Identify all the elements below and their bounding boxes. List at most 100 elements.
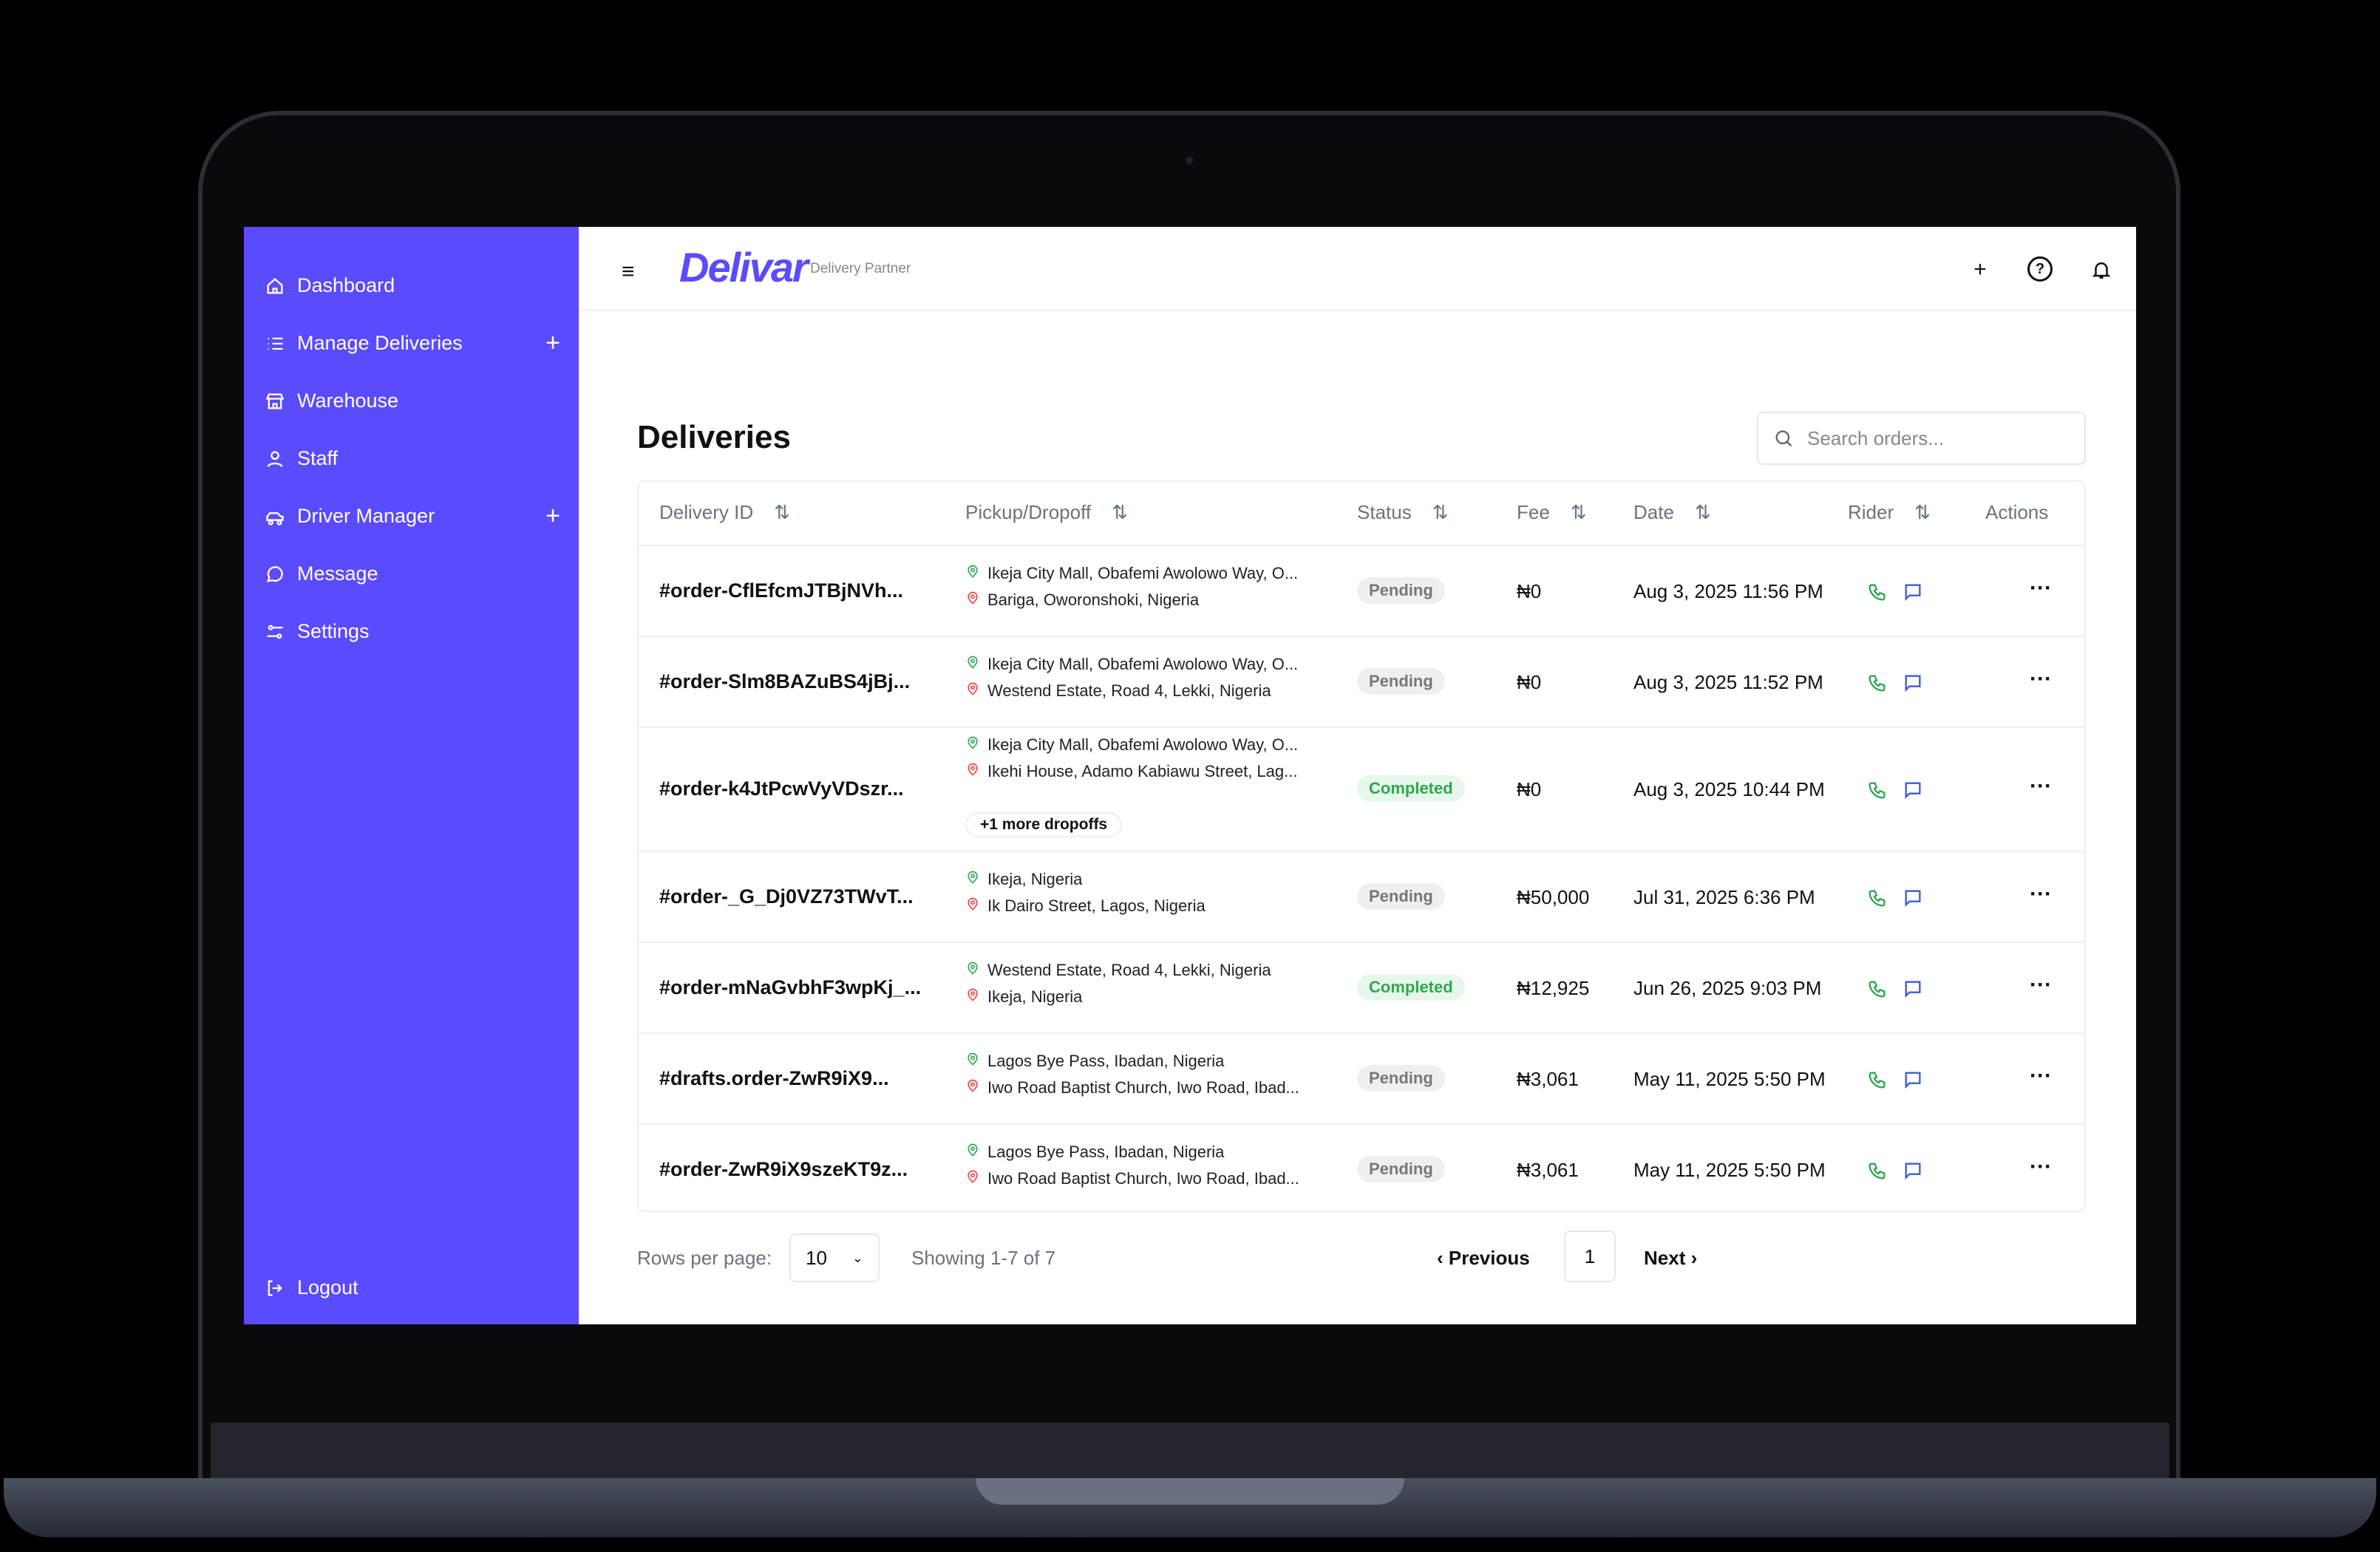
date: Aug 3, 2025 11:56 PM	[1633, 579, 1823, 602]
more-actions-icon[interactable]: ···	[2030, 1063, 2052, 1088]
add-icon[interactable]: +	[1973, 257, 1987, 282]
rows-per-page-select[interactable]: 10 ⌄	[789, 1233, 880, 1282]
sidebar-item-manage-deliveries[interactable]: Manage Deliveries +	[265, 329, 560, 357]
help-icon[interactable]: ?	[2027, 256, 2053, 282]
pickup-pin-icon	[965, 1052, 987, 1071]
sidebar-item-staff[interactable]: Staff	[265, 447, 560, 470]
chat-icon[interactable]	[1903, 1069, 1923, 1090]
chat-icon[interactable]	[1903, 978, 1923, 999]
phone-icon[interactable]	[1867, 1160, 1888, 1181]
sidebar-item-dashboard[interactable]: Dashboard	[265, 274, 560, 297]
bell-icon[interactable]	[2087, 255, 2116, 285]
sort-icon[interactable]: ⇅	[1914, 501, 1931, 523]
phone-icon[interactable]	[1867, 978, 1888, 999]
previous-label: Previous	[1448, 1247, 1530, 1269]
chat-icon[interactable]	[1903, 1160, 1923, 1181]
phone-icon[interactable]	[1867, 780, 1888, 800]
top-header: ≡ Delivar Delivery Partner + ? U	[579, 227, 2136, 311]
column-header-date[interactable]: Date ⇅	[1633, 501, 1711, 524]
search-input[interactable]: Search orders...	[1757, 412, 2086, 465]
dropoff-location: Westend Estate, Road 4, Lekki, Nigeria	[965, 681, 1271, 701]
more-actions-icon[interactable]: ···	[2030, 881, 2052, 906]
phone-icon[interactable]	[1867, 888, 1888, 908]
sidebar-item-settings[interactable]: Settings	[265, 620, 560, 643]
sidebar-item-warehouse[interactable]: Warehouse	[265, 389, 560, 412]
chat-icon[interactable]	[1903, 582, 1923, 602]
chevron-down-icon: ⌄	[851, 1250, 863, 1265]
table-row[interactable]: #order-mNaGvbhF3wpKj_... Westend Estate,…	[639, 943, 2084, 1034]
logo-subtitle: Delivery Partner	[810, 261, 911, 276]
more-actions-icon[interactable]: ···	[2030, 972, 2052, 997]
column-header-rider[interactable]: Rider ⇅	[1848, 501, 1931, 524]
delivery-id[interactable]: #order-_G_Dj0VZ73TWvT...	[659, 885, 914, 908]
table-row[interactable]: #order-Slm8BAZuBS4jBj... Ikeja City Mall…	[639, 637, 2084, 728]
status-badge: Completed	[1357, 973, 1465, 1001]
phone-icon[interactable]	[1867, 1069, 1888, 1090]
column-header-status[interactable]: Status ⇅	[1357, 501, 1449, 524]
more-actions-icon[interactable]: ···	[2030, 774, 2052, 798]
phone-icon[interactable]	[1867, 673, 1888, 693]
column-header-delivery-id[interactable]: Delivery ID ⇅	[659, 501, 790, 524]
chat-icon[interactable]	[1903, 780, 1923, 800]
sidebar-item-driver-manager[interactable]: Driver Manager +	[265, 502, 560, 530]
sidebar-item-label: Staff	[297, 447, 339, 469]
rider-actions	[1867, 582, 1923, 602]
pickup-pin-icon	[965, 564, 987, 583]
pickup-pin-icon	[965, 1143, 987, 1162]
sort-icon[interactable]: ⇅	[774, 501, 790, 523]
table-row[interactable]: #order-_G_Dj0VZ73TWvT... Ikeja, Nigeria …	[639, 852, 2084, 943]
previous-button[interactable]: ‹ Previous	[1437, 1247, 1530, 1270]
page-number-button[interactable]: 1	[1564, 1231, 1616, 1282]
chat-icon[interactable]	[1903, 673, 1923, 693]
table-row[interactable]: #order-CflEfcmJTBjNVh... Ikeja City Mall…	[639, 546, 2084, 637]
search-icon	[1775, 430, 1792, 447]
dropoff-location: Iwo Road Baptist Church, Iwo Road, Ibad.…	[965, 1078, 1299, 1097]
chat-icon[interactable]	[1903, 888, 1923, 908]
sidebar: Logout Dashboard Manage Deliveries + Wareho…	[244, 227, 579, 1324]
pickup-pin-icon	[965, 961, 987, 980]
table-row[interactable]: #order-ZwR9iX9szeKT9z... Lagos Bye Pass,…	[639, 1125, 2084, 1216]
dropoff-text: Bariga, Oworonshoki, Nigeria	[987, 590, 1200, 609]
status-badge: Pending	[1357, 667, 1445, 695]
expand-plus-icon[interactable]: +	[545, 502, 560, 530]
fee: ₦3,061	[1517, 1067, 1579, 1090]
sort-icon[interactable]: ⇅	[1570, 501, 1587, 523]
pickup-location: Ikeja, Nigeria	[965, 870, 1082, 889]
delivery-id[interactable]: #order-mNaGvbhF3wpKj_...	[659, 976, 922, 998]
more-actions-icon[interactable]: ···	[2030, 575, 2052, 600]
next-button[interactable]: Next ›	[1644, 1247, 1697, 1270]
sort-icon[interactable]: ⇅	[1694, 501, 1711, 523]
column-header-fee[interactable]: Fee ⇅	[1517, 501, 1587, 524]
table-header: Delivery ID ⇅ Pickup/Dropoff ⇅ Status ⇅ Fee ⇅ Da…	[639, 482, 2084, 546]
column-label: Actions	[1985, 501, 2049, 523]
menu-icon[interactable]: ≡	[622, 259, 635, 284]
pickup-pin-icon	[965, 870, 987, 889]
dropoff-text: Iwo Road Baptist Church, Iwo Road, Ibad.…	[987, 1168, 1299, 1188]
status-badge: Pending	[1357, 1155, 1445, 1182]
logout-button[interactable]: Logout	[265, 1276, 560, 1299]
dropoff-location: Bariga, Oworonshoki, Nigeria	[965, 590, 1199, 610]
table-row[interactable]: #drafts.order-ZwR9iX9... Lagos Bye Pass,…	[639, 1034, 2084, 1125]
delivery-id[interactable]: #order-k4JtPcwVyVDszr...	[659, 777, 904, 800]
pickup-text: Lagos Bye Pass, Ibadan, Nigeria	[987, 1051, 1225, 1070]
phone-icon[interactable]	[1867, 582, 1888, 602]
pickup-pin-icon	[965, 655, 987, 674]
delivery-id[interactable]: #order-CflEfcmJTBjNVh...	[659, 579, 904, 602]
expand-plus-icon[interactable]: +	[545, 329, 560, 357]
logo[interactable]: Delivar	[679, 244, 809, 290]
more-actions-icon[interactable]: ···	[2030, 1154, 2052, 1179]
pickup-location: Lagos Bye Pass, Ibadan, Nigeria	[965, 1143, 1224, 1162]
delivery-id[interactable]: #order-Slm8BAZuBS4jBj...	[659, 670, 911, 692]
sort-icon[interactable]: ⇅	[1112, 501, 1128, 523]
delivery-id[interactable]: #drafts.order-ZwR9iX9...	[659, 1066, 889, 1089]
column-header-pickup-dropoff[interactable]: Pickup/Dropoff ⇅	[965, 501, 1128, 524]
sort-icon[interactable]: ⇅	[1432, 501, 1449, 523]
dropoff-pin-icon	[965, 987, 987, 1007]
table-row[interactable]: #order-k4JtPcwVyVDszr... Ikeja City Mall…	[639, 728, 2084, 852]
list-icon	[268, 337, 283, 350]
rider-actions	[1867, 888, 1923, 908]
sidebar-item-message[interactable]: Message	[265, 562, 560, 585]
more-dropoffs-button[interactable]: +1 more dropoffs	[965, 812, 1123, 837]
delivery-id[interactable]: #order-ZwR9iX9szeKT9z...	[659, 1157, 908, 1180]
more-actions-icon[interactable]: ···	[2030, 666, 2052, 691]
